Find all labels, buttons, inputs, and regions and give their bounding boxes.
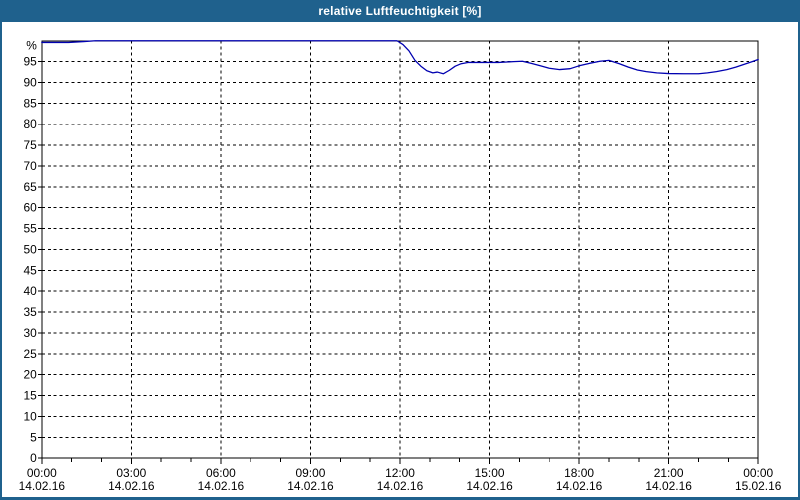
y-tick-label: 35: [24, 305, 38, 319]
y-tick-label: 55: [24, 222, 38, 236]
humidity-line: [41, 40, 759, 75]
y-tick-label: 90: [24, 75, 38, 89]
x-tick-time-label: 09:00: [296, 466, 326, 480]
x-tick-time-label: 12:00: [385, 466, 415, 480]
y-tick-label: 30: [24, 326, 38, 340]
y-tick-label: 75: [24, 138, 38, 152]
y-tick-label: 15: [24, 389, 38, 403]
window-title-bar: relative Luftfeuchtigkeit [%]: [2, 0, 798, 22]
y-tick-label: 20: [24, 368, 38, 382]
y-tick-label: 95: [24, 55, 38, 69]
x-tick-time-label: 18:00: [564, 466, 594, 480]
x-tick-time-label: 03:00: [116, 466, 146, 480]
y-tick-label: 10: [24, 409, 38, 423]
y-tick-label: 25: [24, 347, 38, 361]
x-tick-date-label: 14.02.16: [198, 479, 245, 493]
y-axis-unit-label: %: [26, 39, 37, 53]
x-tick-date-label: 14.02.16: [287, 479, 334, 493]
y-tick-label: 50: [24, 242, 38, 256]
x-tick-date-label: 14.02.16: [645, 479, 692, 493]
x-tick-date-label: 15.02.16: [735, 479, 782, 493]
y-tick-label: 80: [24, 117, 38, 131]
x-tick-time-label: 00:00: [743, 466, 773, 480]
y-tick-label: 40: [24, 284, 38, 298]
y-tick-label: 45: [24, 263, 38, 277]
x-tick-date-label: 14.02.16: [377, 479, 424, 493]
y-tick-label: 0: [30, 451, 37, 465]
x-tick-date-label: 14.02.16: [108, 479, 155, 493]
x-tick-date-label: 14.02.16: [556, 479, 603, 493]
y-tick-label: 60: [24, 201, 38, 215]
y-tick-label: 85: [24, 96, 38, 110]
x-tick-date-label: 14.02.16: [19, 479, 66, 493]
x-tick-date-label: 14.02.16: [466, 479, 513, 493]
x-tick-time-label: 00:00: [27, 466, 57, 480]
x-tick-time-label: 06:00: [206, 466, 236, 480]
x-tick-time-label: 21:00: [654, 466, 684, 480]
x-tick-time-label: 15:00: [475, 466, 505, 480]
y-tick-label: 70: [24, 159, 38, 173]
y-tick-label: 65: [24, 180, 38, 194]
y-tick-label: 5: [30, 430, 37, 444]
chart-title: relative Luftfeuchtigkeit [%]: [318, 4, 482, 18]
